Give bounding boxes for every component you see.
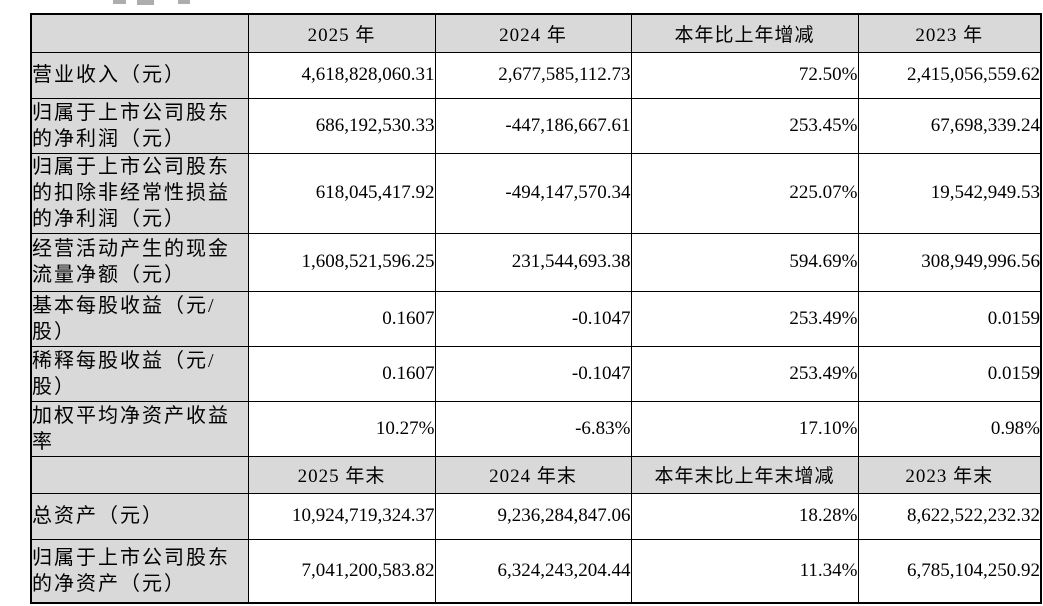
- cropped-text-fragment: [137, 0, 154, 5]
- row-label: 归属于上市公司股东的扣除非经常性损益的净利润（元）: [30, 152, 249, 234]
- cell-value: 4,618,828,060.31: [247, 51, 436, 99]
- column-header-2025: 2025 年: [247, 13, 436, 53]
- cell-value: -0.1047: [434, 290, 632, 347]
- column-header-2024-end: 2024 年末: [434, 455, 632, 494]
- cell-value: 10,924,719,324.37: [247, 492, 436, 540]
- cell-value: 231,544,693.38: [434, 232, 632, 292]
- row-label: 归属于上市公司股东的净利润（元）: [30, 97, 249, 154]
- cell-value: 9,236,284,847.06: [434, 492, 632, 540]
- cell-value: 0.0159: [857, 290, 1042, 347]
- cell-value: 618,045,417.92: [247, 152, 436, 234]
- cell-value: 2,677,585,112.73: [434, 51, 632, 99]
- table-row-basic-eps: 基本每股收益（元/股） 0.1607 -0.1047 253.49% 0.015…: [30, 290, 1042, 347]
- column-header-2024: 2024 年: [434, 13, 632, 53]
- cell-value: 1,608,521,596.25: [247, 232, 436, 292]
- row-label: 加权平均净资产收益率: [30, 400, 249, 457]
- cell-value: -447,186,667.61: [434, 97, 632, 154]
- table-row-operating-revenue: 营业收入（元） 4,618,828,060.31 2,677,585,112.7…: [30, 51, 1042, 99]
- table-row-net-profit: 归属于上市公司股东的净利润（元） 686,192,530.33 -447,186…: [30, 97, 1042, 154]
- cell-value: 0.98%: [857, 400, 1042, 457]
- row-label: 营业收入（元）: [30, 51, 249, 99]
- cell-value: 0.1607: [247, 345, 436, 402]
- cell-value: 308,949,996.56: [857, 232, 1042, 292]
- cell-value: 7,041,200,583.82: [247, 538, 436, 604]
- row-label: 稀释每股收益（元/股）: [30, 345, 249, 402]
- row-label: 归属于上市公司股东的净资产（元）: [30, 538, 249, 604]
- column-header-blank: [30, 13, 249, 53]
- table-row-total-assets: 总资产（元） 10,924,719,324.37 9,236,284,847.0…: [30, 492, 1042, 540]
- table-header-row-annual: 2025 年 2024 年 本年比上年增减 2023 年: [30, 13, 1042, 53]
- row-label: 基本每股收益（元/股）: [30, 290, 249, 347]
- cell-value: 0.1607: [247, 290, 436, 347]
- cell-value: 67,698,339.24: [857, 97, 1042, 154]
- cell-value: -0.1047: [434, 345, 632, 402]
- cell-value: 594.69%: [630, 232, 859, 292]
- cell-value: 72.50%: [630, 51, 859, 99]
- cell-value: 253.49%: [630, 290, 859, 347]
- cell-value: 8,622,522,232.32: [857, 492, 1042, 540]
- table-row-net-assets: 归属于上市公司股东的净资产（元） 7,041,200,583.82 6,324,…: [30, 538, 1042, 604]
- table-row-diluted-eps: 稀释每股收益（元/股） 0.1607 -0.1047 253.49% 0.015…: [30, 345, 1042, 402]
- table-row-net-profit-excl-nonrecurring: 归属于上市公司股东的扣除非经常性损益的净利润（元） 618,045,417.92…: [30, 152, 1042, 234]
- cell-value: 2,415,056,559.62: [857, 51, 1042, 99]
- row-label: 经营活动产生的现金流量净额（元）: [30, 232, 249, 292]
- cell-value: -494,147,570.34: [434, 152, 632, 234]
- cell-value: 17.10%: [630, 400, 859, 457]
- cell-value: 6,785,104,250.92: [857, 538, 1042, 604]
- cell-value: 253.45%: [630, 97, 859, 154]
- key-financial-data-table: 2025 年 2024 年 本年比上年增减 2023 年 营业收入（元） 4,6…: [30, 13, 1042, 604]
- cell-value: 253.49%: [630, 345, 859, 402]
- cell-value: 6,324,243,204.44: [434, 538, 632, 604]
- cropped-text-fragment: [178, 0, 190, 4]
- column-header-2025-end: 2025 年末: [247, 455, 436, 494]
- cell-value: 18.28%: [630, 492, 859, 540]
- cell-value: 10.27%: [247, 400, 436, 457]
- cell-value: 11.34%: [630, 538, 859, 604]
- cell-value: 0.0159: [857, 345, 1042, 402]
- row-label: 总资产（元）: [30, 492, 249, 540]
- column-header-end-change: 本年末比上年末增减: [630, 455, 859, 494]
- cell-value: 686,192,530.33: [247, 97, 436, 154]
- cell-value: 19,542,949.53: [857, 152, 1042, 234]
- table-row-operating-cash-flow: 经营活动产生的现金流量净额（元） 1,608,521,596.25 231,54…: [30, 232, 1042, 292]
- table-row-weighted-avg-roe: 加权平均净资产收益率 10.27% -6.83% 17.10% 0.98%: [30, 400, 1042, 457]
- column-header-blank: [30, 455, 249, 494]
- column-header-yoy-change: 本年比上年增减: [630, 13, 859, 53]
- column-header-2023: 2023 年: [857, 13, 1042, 53]
- cropped-text-fragment: [113, 0, 126, 4]
- table-header-row-period-end: 2025 年末 2024 年末 本年末比上年末增减 2023 年末: [30, 455, 1042, 494]
- cell-value: -6.83%: [434, 400, 632, 457]
- cell-value: 225.07%: [630, 152, 859, 234]
- column-header-2023-end: 2023 年末: [857, 455, 1042, 494]
